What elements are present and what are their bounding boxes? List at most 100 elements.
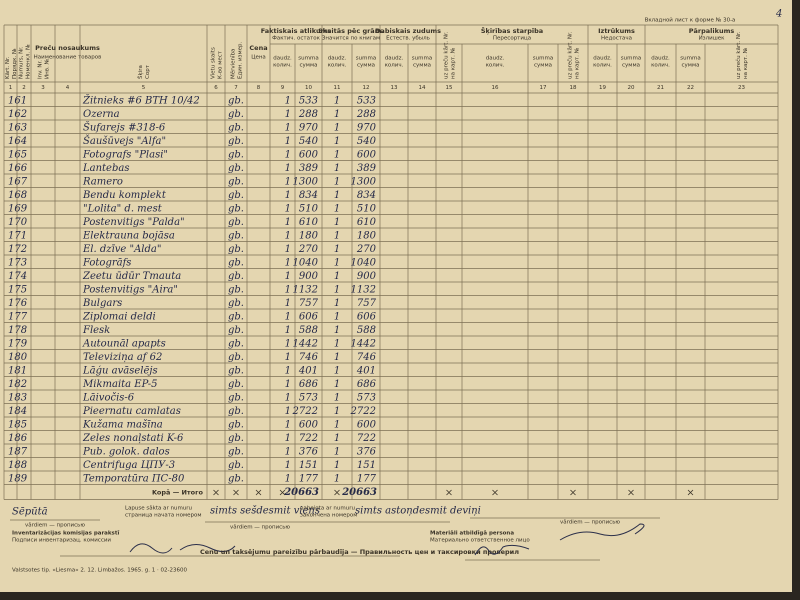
- sum: 746: [299, 352, 319, 363]
- column-header: Vietu skaits: [211, 47, 217, 79]
- column-number: 14: [419, 85, 426, 91]
- column-header: Порядк. №: [12, 48, 18, 79]
- footer-label: pabeigta ar numuru: [300, 506, 355, 512]
- sub-header: на карт. №: [575, 47, 581, 79]
- sub-header: сумма: [682, 63, 700, 69]
- qty: 1: [285, 190, 291, 201]
- unit: gb.: [228, 446, 244, 457]
- sum: 1132: [293, 284, 318, 295]
- item-name: Kužama mašīna: [82, 419, 163, 430]
- column-header: Kārt. Nr.: [5, 56, 11, 79]
- sub-header: daudz.: [385, 56, 404, 62]
- sum-books: 177: [357, 473, 377, 484]
- unit: gb.: [228, 271, 244, 282]
- sum: 376: [299, 446, 319, 457]
- unit: gb.: [228, 176, 244, 187]
- group-header: Излишек: [699, 36, 726, 42]
- sum-books: 151: [357, 460, 376, 471]
- sum: 533: [299, 95, 318, 106]
- group-header: Dabiskais zudums: [375, 27, 441, 35]
- unit: gb.: [228, 190, 244, 201]
- item-name: Lāģu avāselējs: [82, 365, 158, 376]
- qty: 1: [285, 109, 291, 120]
- cross-mark: [492, 489, 498, 496]
- row-number: 163: [8, 122, 27, 133]
- group-header: Šķirības starpība: [481, 26, 543, 35]
- qty: 1: [285, 352, 291, 363]
- row-number: 168: [8, 190, 27, 201]
- unit: gb.: [228, 149, 244, 160]
- total-sum: 20663: [283, 487, 319, 498]
- footer-label: закончена номером: [300, 513, 357, 519]
- column-header: К-во мест: [218, 50, 224, 79]
- sub-header: daudz.: [273, 56, 292, 62]
- column-number: 23: [738, 85, 745, 91]
- sub-header: колич.: [651, 63, 670, 69]
- item-name: Televiziņa af 62: [83, 352, 162, 363]
- qty-books: 1: [334, 244, 340, 255]
- item-name: Zeetu ūdūr Tmauta: [82, 271, 181, 282]
- qty-books: 1: [334, 338, 340, 349]
- qty: 1: [285, 379, 291, 390]
- row-number: 172: [8, 244, 27, 255]
- row-number: 185: [8, 419, 27, 430]
- item-name: Flesk: [82, 325, 110, 336]
- qty: 1: [285, 365, 291, 376]
- qty: 1: [285, 311, 291, 322]
- item-name: Šaušūvejs "Alfa": [83, 135, 166, 147]
- item-name: Ramero: [82, 176, 123, 187]
- sub-header: uz preču kārt. Nr.: [567, 31, 574, 79]
- item-name: Fotogrāfs: [82, 257, 131, 268]
- sum: 151: [299, 460, 318, 471]
- sum-books: 600: [357, 149, 377, 160]
- unit: gb.: [228, 257, 244, 268]
- qty: 1: [285, 298, 291, 309]
- unit: gb.: [228, 325, 244, 336]
- sum-books: 686: [357, 379, 377, 390]
- printer-line: Valstsotes tip. «Liesma» 2. 12. Limbažos…: [12, 567, 187, 574]
- unit: gb.: [228, 406, 244, 417]
- sum: 757: [299, 298, 319, 309]
- sub-header: summa: [356, 56, 376, 62]
- sum: 722: [299, 433, 318, 444]
- sub-header: колич.: [328, 63, 347, 69]
- qty-books: 1: [334, 446, 340, 457]
- sum: 2722: [292, 406, 318, 417]
- sum-books: 573: [357, 392, 376, 403]
- unit: gb.: [228, 338, 244, 349]
- sum: 606: [299, 311, 319, 322]
- qty: 1: [285, 433, 291, 444]
- item-name: El. dzīve "Alda": [82, 244, 161, 255]
- sub-header: колич.: [273, 63, 292, 69]
- qty: 1: [285, 419, 291, 430]
- unit: gb.: [228, 95, 244, 106]
- qty: 1: [285, 149, 291, 160]
- item-name: Postenvitigs "Aira": [82, 284, 178, 295]
- sum-books: 834: [357, 190, 376, 201]
- unit: gb.: [228, 352, 244, 363]
- qty: 1: [285, 460, 291, 471]
- sum-books: 270: [356, 244, 377, 255]
- qty: 1: [285, 325, 291, 336]
- qty-books: 1: [334, 257, 340, 268]
- group-header: Skaitās pēc grām.: [318, 27, 384, 35]
- unit: gb.: [228, 433, 244, 444]
- row-number: 182: [8, 379, 27, 390]
- unit: gb.: [228, 217, 244, 228]
- item-name: Šufarejs #318-6: [83, 121, 166, 133]
- sum-books: 600: [357, 419, 377, 430]
- sum: 610: [299, 217, 319, 228]
- unit: gb.: [228, 311, 244, 322]
- row-number: 170: [8, 217, 28, 228]
- item-name: Centrifuga ЦПУ-3: [83, 460, 175, 471]
- sub-header: сумма: [413, 63, 431, 69]
- sum: 686: [299, 379, 319, 390]
- qty-books: 1: [334, 136, 340, 147]
- written-words: Sēpūtā: [12, 507, 48, 518]
- qty-books: 1: [334, 392, 340, 403]
- sum: 1442: [293, 338, 318, 349]
- footer-label: Материально ответственное лицо: [430, 538, 530, 544]
- qty-books: 1: [334, 473, 340, 484]
- row-number: 189: [8, 473, 28, 484]
